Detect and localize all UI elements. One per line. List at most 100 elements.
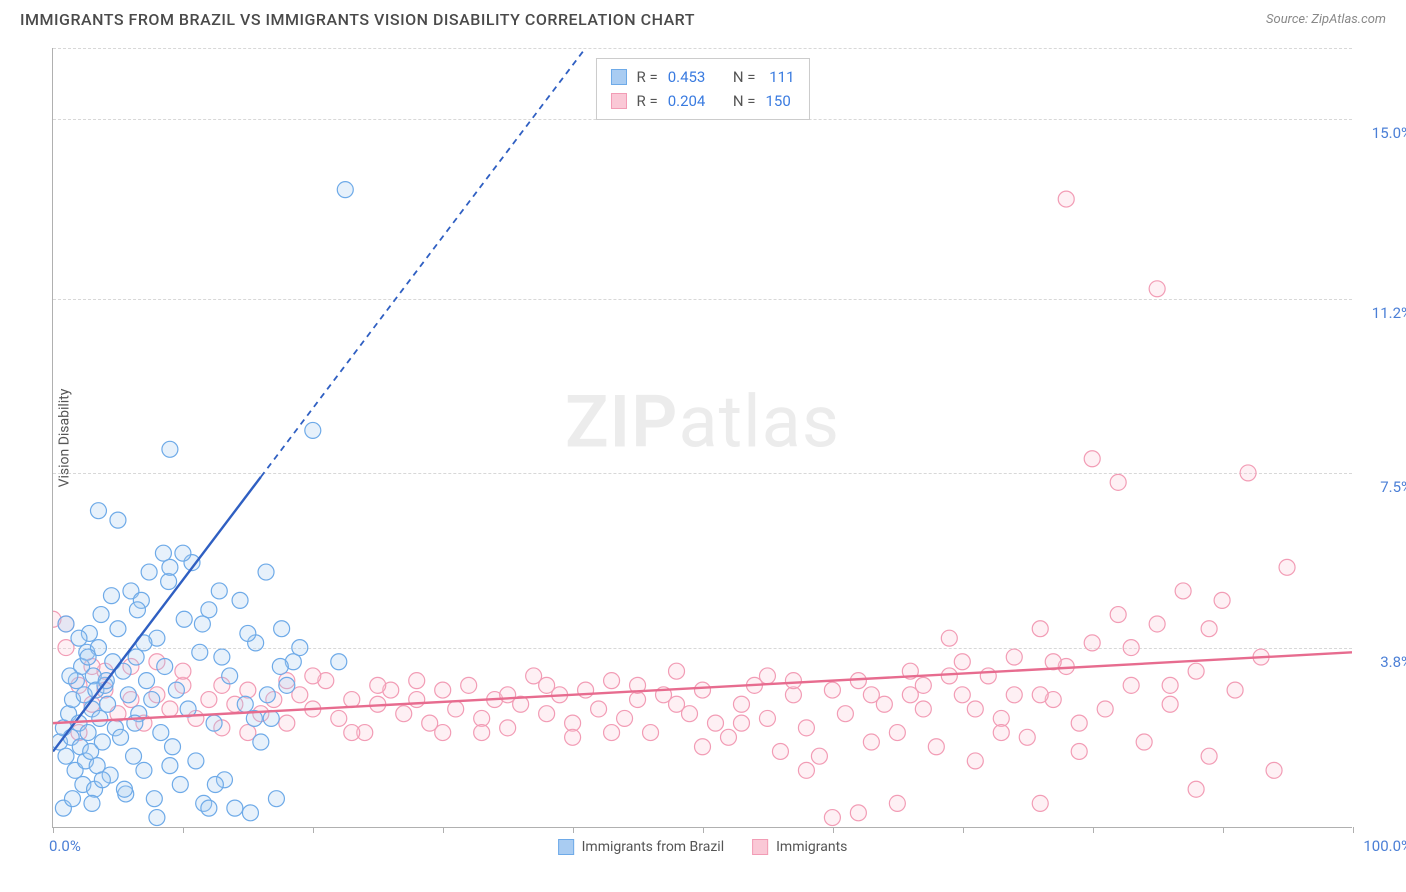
data-point bbox=[149, 687, 165, 703]
data-point bbox=[526, 668, 542, 684]
data-point bbox=[1201, 748, 1217, 764]
data-point bbox=[64, 791, 80, 807]
x-tick bbox=[1223, 827, 1224, 833]
data-point bbox=[172, 777, 188, 793]
data-point bbox=[1045, 692, 1061, 708]
data-point bbox=[1149, 616, 1165, 632]
data-point bbox=[993, 710, 1009, 726]
data-point bbox=[162, 758, 178, 774]
data-point bbox=[84, 795, 100, 811]
data-point bbox=[127, 715, 143, 731]
data-point bbox=[62, 668, 78, 684]
trendline-series1-solid bbox=[53, 477, 261, 752]
data-point bbox=[1266, 762, 1282, 778]
data-point bbox=[967, 701, 983, 717]
data-point bbox=[240, 725, 256, 741]
swatch-series2-footer bbox=[752, 839, 768, 855]
data-point bbox=[214, 720, 230, 736]
data-point bbox=[149, 810, 165, 826]
data-point bbox=[1058, 658, 1074, 674]
y-tick-label: 11.2% bbox=[1372, 304, 1406, 322]
data-point bbox=[74, 658, 90, 674]
data-point bbox=[617, 710, 633, 726]
data-point bbox=[175, 663, 191, 679]
data-point bbox=[123, 583, 139, 599]
data-point bbox=[55, 720, 71, 736]
gridline-h bbox=[53, 48, 1352, 49]
data-point bbox=[928, 739, 944, 755]
data-point bbox=[759, 710, 775, 726]
data-point bbox=[162, 559, 178, 575]
data-point bbox=[113, 729, 129, 745]
data-point bbox=[1045, 654, 1061, 670]
data-point bbox=[889, 725, 905, 741]
data-point bbox=[707, 715, 723, 731]
x-tick bbox=[963, 827, 964, 833]
data-point bbox=[279, 677, 295, 693]
data-point bbox=[1162, 677, 1178, 693]
data-point bbox=[107, 720, 123, 736]
data-point bbox=[954, 687, 970, 703]
data-point bbox=[89, 758, 105, 774]
data-point bbox=[110, 706, 126, 722]
y-tick-label: 3.8% bbox=[1380, 653, 1406, 671]
data-point bbox=[1110, 474, 1126, 490]
data-point bbox=[64, 692, 80, 708]
data-point bbox=[131, 706, 147, 722]
gridline-h bbox=[53, 648, 1352, 649]
data-point bbox=[396, 706, 412, 722]
data-point bbox=[409, 692, 425, 708]
data-point bbox=[83, 743, 99, 759]
data-point bbox=[71, 677, 87, 693]
data-point bbox=[1006, 687, 1022, 703]
data-point bbox=[318, 673, 334, 689]
data-point bbox=[136, 762, 152, 778]
data-point bbox=[863, 734, 879, 750]
data-point bbox=[71, 630, 87, 646]
data-point bbox=[876, 696, 892, 712]
data-point bbox=[116, 781, 132, 797]
data-point bbox=[915, 677, 931, 693]
trendline-series1-dashed bbox=[261, 48, 586, 477]
data-point bbox=[80, 649, 96, 665]
data-point bbox=[824, 810, 840, 826]
data-point bbox=[211, 583, 227, 599]
x-tick bbox=[1353, 827, 1354, 833]
data-point bbox=[331, 654, 347, 670]
data-point bbox=[422, 715, 438, 731]
data-point bbox=[201, 692, 217, 708]
data-point bbox=[214, 677, 230, 693]
data-point bbox=[798, 762, 814, 778]
data-point bbox=[1071, 743, 1087, 759]
data-point bbox=[669, 663, 685, 679]
data-point bbox=[643, 725, 659, 741]
data-point bbox=[188, 710, 204, 726]
data-point bbox=[1006, 649, 1022, 665]
x-axis-max-label: 100.0% bbox=[1363, 837, 1406, 855]
data-point bbox=[591, 701, 607, 717]
data-point bbox=[68, 673, 84, 689]
data-point bbox=[487, 692, 503, 708]
data-point bbox=[1123, 677, 1139, 693]
data-point bbox=[97, 682, 113, 698]
data-point bbox=[824, 682, 840, 698]
data-point bbox=[58, 616, 74, 632]
data-point bbox=[500, 687, 516, 703]
data-point bbox=[811, 748, 827, 764]
data-point bbox=[1253, 649, 1269, 665]
data-point bbox=[1162, 696, 1178, 712]
data-point bbox=[263, 710, 279, 726]
data-point bbox=[272, 658, 288, 674]
data-point bbox=[733, 696, 749, 712]
data-point bbox=[1084, 451, 1100, 467]
data-point bbox=[53, 734, 67, 750]
data-point bbox=[1175, 583, 1191, 599]
data-point bbox=[305, 701, 321, 717]
data-point bbox=[1149, 281, 1165, 297]
data-point bbox=[84, 658, 100, 674]
data-point bbox=[253, 734, 269, 750]
data-point bbox=[79, 644, 95, 660]
data-point bbox=[370, 677, 386, 693]
data-point bbox=[578, 682, 594, 698]
data-point bbox=[1136, 734, 1152, 750]
